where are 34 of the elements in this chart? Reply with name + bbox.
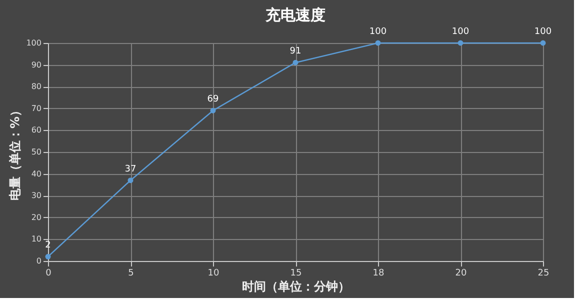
x-tick-label: 25 — [538, 268, 550, 278]
x-tick-label: 18 — [372, 268, 384, 278]
x-tick-label: 5 — [128, 268, 134, 278]
y-tick-label: 70 — [31, 104, 42, 113]
data-label: 100 — [369, 27, 387, 37]
y-tick-label: 30 — [31, 191, 42, 200]
y-axis-title: 电量（单位：%） — [8, 104, 22, 201]
chart-title: 充电速度 — [264, 6, 326, 24]
y-tick-label: 10 — [31, 234, 42, 244]
point — [45, 254, 51, 260]
data-label: 100 — [452, 27, 470, 37]
y-tick-label: 60 — [31, 126, 42, 135]
point — [210, 108, 216, 114]
point — [128, 178, 134, 184]
x-axis-title: 时间（单位：分钟） — [242, 280, 350, 294]
y-tick-label: 100 — [26, 38, 42, 48]
y-tick-label: 0 — [36, 256, 42, 266]
x-tick-label: 10 — [208, 268, 220, 278]
data-label: 91 — [290, 46, 302, 57]
x-tick-label: 15 — [290, 268, 302, 278]
data-label: 100 — [534, 27, 552, 37]
data-label: 37 — [124, 164, 136, 174]
y-tick-label: 80 — [31, 82, 42, 92]
y-tick-label: 50 — [31, 148, 42, 156]
y-tick-label: 40 — [31, 169, 42, 178]
point — [375, 40, 381, 46]
y-tick-label: 90 — [31, 60, 42, 70]
point — [540, 40, 546, 46]
point — [458, 40, 464, 46]
y-tick-label: 20 — [31, 212, 42, 222]
data-label: 69 — [207, 94, 219, 105]
x-tick-label: 0 — [46, 268, 52, 278]
x-tick-label: 20 — [455, 268, 467, 278]
point — [292, 60, 298, 66]
